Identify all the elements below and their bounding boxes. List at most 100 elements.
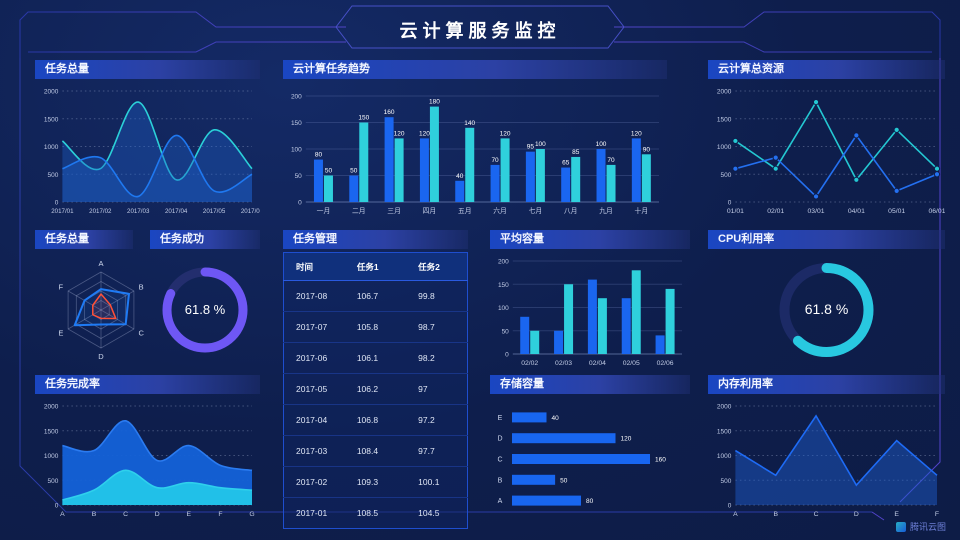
svg-text:2017/01: 2017/01 xyxy=(51,208,74,215)
data-table: 时间 任务1 任务2 2017-08 106.7 99.8 2017-07 105.8 98.7… xyxy=(283,252,468,529)
svg-text:50: 50 xyxy=(502,328,510,335)
panel-title: 存储容量 xyxy=(490,375,690,394)
svg-text:02/03: 02/03 xyxy=(555,360,572,367)
svg-text:80: 80 xyxy=(315,152,323,159)
series-cyan xyxy=(732,99,941,183)
svg-text:2017/03: 2017/03 xyxy=(127,208,150,215)
series-blue xyxy=(734,414,938,505)
panel-title: 平均容量 xyxy=(490,230,690,249)
svg-text:160: 160 xyxy=(384,109,395,116)
panel-storage-capacity: 存储容量 E 40 D 120 C 160 B 50 A 80 xyxy=(490,375,690,521)
svg-text:E: E xyxy=(187,511,192,518)
svg-text:C: C xyxy=(497,457,502,464)
svg-text:四月: 四月 xyxy=(423,207,437,215)
panel-title: 任务管理 xyxy=(283,230,468,249)
svg-text:C: C xyxy=(123,511,128,518)
svg-text:十月: 十月 xyxy=(635,206,649,215)
panel-task-success: 任务成功 61.8 % xyxy=(150,230,260,370)
svg-text:1500: 1500 xyxy=(717,116,732,123)
table-cell: 99.8 xyxy=(406,280,468,312)
panel-title: 任务成功 xyxy=(150,230,260,249)
table-cell: 106.2 xyxy=(344,373,407,405)
panel-cpu-usage: CPU利用率 61.8 % xyxy=(708,230,945,370)
table-cell: 2017-05 xyxy=(283,373,345,405)
svg-text:B: B xyxy=(139,282,144,291)
svg-text:2000: 2000 xyxy=(717,404,732,411)
svg-text:2017/04: 2017/04 xyxy=(165,208,188,215)
table-cell: 97.2 xyxy=(406,404,468,436)
table-cell: 98.7 xyxy=(406,311,468,343)
table-cell: 106.7 xyxy=(344,280,407,312)
watermark: 腾讯云图 xyxy=(895,520,946,533)
svg-text:200: 200 xyxy=(498,259,509,266)
bar-series-cyan xyxy=(530,270,675,354)
table-cell: 100.1 xyxy=(406,466,468,498)
table-row: 2017-04 106.8 97.2 xyxy=(283,404,468,436)
svg-text:85: 85 xyxy=(572,149,580,156)
table-cell: 2017-08 xyxy=(283,280,345,312)
svg-text:50: 50 xyxy=(295,173,303,180)
svg-text:一月: 一月 xyxy=(317,207,331,215)
svg-text:120: 120 xyxy=(419,130,430,137)
svg-text:五月: 五月 xyxy=(458,207,472,215)
svg-text:C: C xyxy=(138,329,144,338)
svg-text:E: E xyxy=(498,415,503,422)
table-cell: 2017-03 xyxy=(283,435,345,467)
svg-text:150: 150 xyxy=(358,115,369,122)
axes-grid: 0 500 1000 1500 2000 xyxy=(717,89,937,207)
table-cell: 104.5 xyxy=(418,508,440,518)
svg-text:0: 0 xyxy=(55,503,59,510)
panel-title: 云计算任务趋势 xyxy=(283,60,667,79)
svg-text:2017/05: 2017/05 xyxy=(203,208,226,215)
svg-text:F: F xyxy=(935,511,939,518)
svg-text:02/04: 02/04 xyxy=(589,360,606,367)
svg-text:50: 50 xyxy=(350,168,358,175)
svg-text:0: 0 xyxy=(55,200,59,207)
svg-text:七月: 七月 xyxy=(529,206,543,215)
table-cell: 109.3 xyxy=(344,466,407,498)
svg-text:100: 100 xyxy=(291,147,302,154)
hbar xyxy=(512,495,581,506)
svg-text:A: A xyxy=(98,259,103,268)
svg-text:F: F xyxy=(59,282,64,291)
svg-text:500: 500 xyxy=(48,172,59,179)
svg-text:A: A xyxy=(60,511,65,518)
svg-text:二月: 二月 xyxy=(352,207,366,215)
svg-text:F: F xyxy=(218,511,222,518)
hbar xyxy=(512,454,650,464)
svg-text:1000: 1000 xyxy=(44,144,59,151)
table-header-row: 时间 任务1 任务2 xyxy=(283,252,468,281)
svg-text:40: 40 xyxy=(552,415,560,422)
svg-text:80: 80 xyxy=(586,498,594,505)
svg-text:三月: 三月 xyxy=(387,207,401,215)
panel-cloud-task-trend: 云计算任务趋势 0 50 100 150 200 一月 二月 三月 四月 五月 六月 七月 八月 九月 十月… xyxy=(283,60,667,218)
table-cell: 106.8 xyxy=(344,404,407,436)
hbar xyxy=(512,474,556,485)
svg-text:02/06: 02/06 xyxy=(657,360,674,367)
svg-text:0: 0 xyxy=(728,200,732,207)
cloud-task-trend-bar-chart: 0 50 100 150 200 一月 二月 三月 四月 五月 六月 七月 八月 九月 十月 80 50 160 1… xyxy=(291,94,659,215)
svg-text:04/01: 04/01 xyxy=(848,208,865,215)
table-cell: 2017-06 xyxy=(283,342,345,374)
svg-text:六月: 六月 xyxy=(493,206,507,215)
svg-text:120: 120 xyxy=(621,436,632,443)
svg-text:100: 100 xyxy=(498,305,509,312)
svg-text:B: B xyxy=(773,511,778,518)
svg-text:90: 90 xyxy=(643,146,651,153)
page-title: 云计算服务监控 xyxy=(399,21,561,41)
panel-title: 任务总量 xyxy=(35,60,260,79)
table-cell: 98.2 xyxy=(406,342,468,374)
svg-text:150: 150 xyxy=(498,282,509,289)
table-cell: 105.8 xyxy=(344,311,407,343)
svg-text:02/05: 02/05 xyxy=(623,360,640,367)
svg-text:1500: 1500 xyxy=(44,428,59,435)
svg-text:1000: 1000 xyxy=(717,144,732,151)
svg-text:2000: 2000 xyxy=(44,404,59,411)
panel-task-total-line: 任务总量 0 500 1000 1500 2000 2017/01 2017/02 2017/… xyxy=(35,60,260,218)
hbar xyxy=(512,412,547,423)
svg-text:50: 50 xyxy=(325,168,333,175)
svg-text:D: D xyxy=(155,511,160,518)
series-blue xyxy=(732,132,941,200)
svg-text:70: 70 xyxy=(491,157,499,164)
svg-text:06/01: 06/01 xyxy=(928,208,945,215)
